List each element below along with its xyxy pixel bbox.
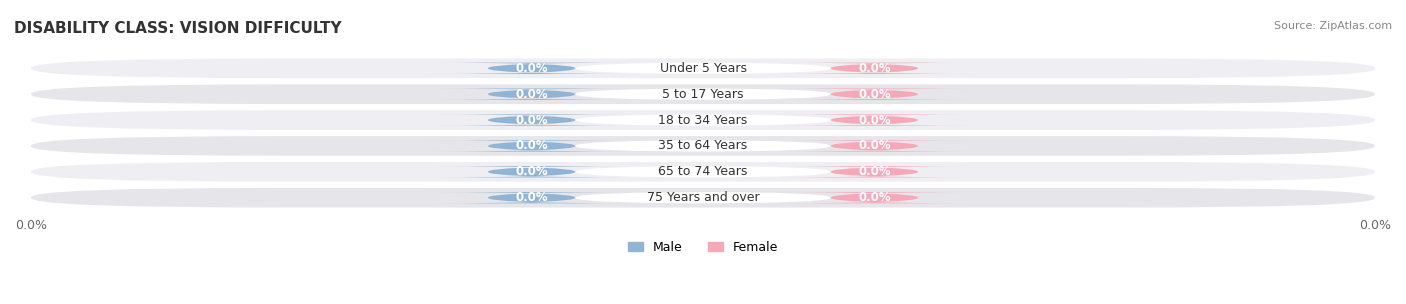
Text: 35 to 64 Years: 35 to 64 Years [658, 140, 748, 152]
FancyBboxPatch shape [575, 140, 831, 152]
FancyBboxPatch shape [770, 192, 979, 203]
FancyBboxPatch shape [770, 166, 979, 178]
FancyBboxPatch shape [31, 188, 1375, 208]
Text: 0.0%: 0.0% [858, 191, 890, 204]
FancyBboxPatch shape [575, 63, 831, 74]
Text: Source: ZipAtlas.com: Source: ZipAtlas.com [1274, 21, 1392, 31]
Text: 0.0%: 0.0% [516, 140, 548, 152]
FancyBboxPatch shape [575, 88, 831, 100]
FancyBboxPatch shape [770, 63, 979, 74]
FancyBboxPatch shape [427, 114, 636, 126]
Legend: Male, Female: Male, Female [628, 241, 778, 254]
Text: 0.0%: 0.0% [516, 62, 548, 75]
Text: 5 to 17 Years: 5 to 17 Years [662, 88, 744, 101]
Text: 0.0%: 0.0% [516, 165, 548, 178]
FancyBboxPatch shape [770, 114, 979, 126]
FancyBboxPatch shape [770, 140, 979, 152]
Text: 0.0%: 0.0% [516, 88, 548, 101]
FancyBboxPatch shape [31, 162, 1375, 182]
Text: 0.0%: 0.0% [858, 114, 890, 126]
Text: 0.0%: 0.0% [858, 140, 890, 152]
FancyBboxPatch shape [31, 136, 1375, 156]
FancyBboxPatch shape [427, 88, 636, 100]
FancyBboxPatch shape [575, 192, 831, 203]
Text: 75 Years and over: 75 Years and over [647, 191, 759, 204]
Text: 0.0%: 0.0% [516, 191, 548, 204]
Text: 0.0%: 0.0% [516, 114, 548, 126]
FancyBboxPatch shape [427, 166, 636, 178]
Text: 0.0%: 0.0% [858, 88, 890, 101]
Text: Under 5 Years: Under 5 Years [659, 62, 747, 75]
Text: 0.0%: 0.0% [858, 62, 890, 75]
Text: DISABILITY CLASS: VISION DIFFICULTY: DISABILITY CLASS: VISION DIFFICULTY [14, 21, 342, 36]
FancyBboxPatch shape [31, 110, 1375, 130]
FancyBboxPatch shape [427, 192, 636, 203]
FancyBboxPatch shape [31, 84, 1375, 104]
Text: 65 to 74 Years: 65 to 74 Years [658, 165, 748, 178]
FancyBboxPatch shape [575, 166, 831, 178]
FancyBboxPatch shape [427, 140, 636, 152]
FancyBboxPatch shape [770, 88, 979, 100]
FancyBboxPatch shape [575, 114, 831, 126]
FancyBboxPatch shape [427, 63, 636, 74]
Text: 0.0%: 0.0% [858, 165, 890, 178]
Text: 18 to 34 Years: 18 to 34 Years [658, 114, 748, 126]
FancyBboxPatch shape [31, 58, 1375, 78]
